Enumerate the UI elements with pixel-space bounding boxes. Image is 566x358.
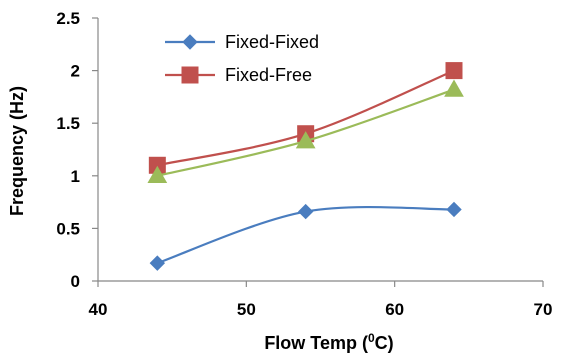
data-point-diamond xyxy=(297,203,314,220)
axes xyxy=(97,18,543,282)
data-point-triangle xyxy=(295,131,316,149)
y-tick-label: 2 xyxy=(71,62,80,81)
legend-item: Fixed-Free xyxy=(165,65,312,85)
series-layer xyxy=(147,62,464,271)
x-tick-label: 70 xyxy=(534,300,553,319)
legend-item: Fixed-Fixed xyxy=(165,32,319,52)
x-tick-label: 50 xyxy=(237,300,256,319)
data-point-triangle xyxy=(444,79,464,97)
legend-label: Fixed-Free xyxy=(225,65,312,85)
legend-marker-diamond xyxy=(182,34,198,50)
x-tick-label: 40 xyxy=(89,300,108,319)
series-1 xyxy=(149,201,462,271)
y-tick-label: 0 xyxy=(71,272,80,291)
x-tick-label: 60 xyxy=(385,300,404,319)
data-point-diamond xyxy=(446,201,462,218)
data-point-triangle xyxy=(147,165,168,184)
y-tick-label: 2.5 xyxy=(56,9,80,28)
legend: Fixed-Fixed Fixed-Free xyxy=(165,32,319,85)
series-3 xyxy=(147,79,464,184)
x-axis-title: Flow Temp (0C) xyxy=(264,331,393,353)
y-tick-label: 0.5 xyxy=(56,219,80,238)
y-tick-label: 1.5 xyxy=(56,114,80,133)
y-tick-label: 1 xyxy=(71,167,80,186)
legend-label: Fixed-Fixed xyxy=(225,32,319,52)
data-point-square xyxy=(445,62,463,80)
ticks: 0 0.5 1 1.5 2 2.5 40 50 60 70 xyxy=(56,9,552,319)
y-axis-title: Frequency (Hz) xyxy=(7,86,27,216)
data-point-diamond xyxy=(149,255,166,271)
legend-marker-square xyxy=(181,66,199,84)
